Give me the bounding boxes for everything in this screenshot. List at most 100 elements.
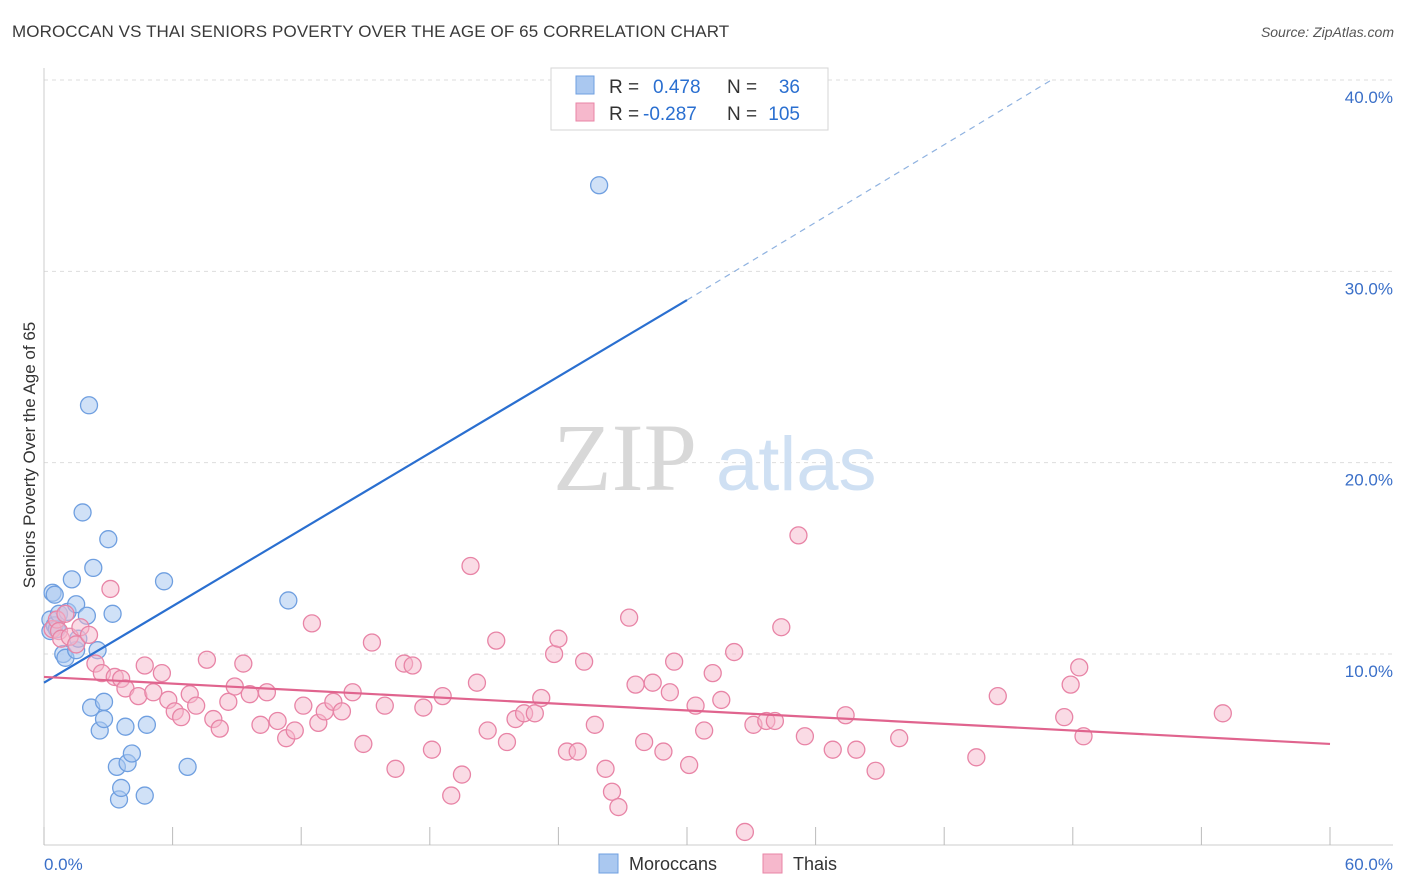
trend-line-moroccans-extension (686, 79, 1052, 301)
trend-lines (43, 79, 1331, 746)
point-thais (967, 748, 986, 767)
y-tick-label: 30.0% (1345, 279, 1393, 298)
point-thais (433, 686, 452, 706)
point-thais (866, 761, 885, 780)
point-thais (694, 721, 714, 740)
bottom-legend-thais: Thais (793, 854, 837, 874)
point-thais (332, 702, 352, 721)
point-thais (619, 608, 639, 627)
point-thais (354, 734, 373, 754)
trend-line-thais (43, 675, 1331, 746)
point-thais (362, 633, 382, 652)
legend-r-label-2: R = (609, 104, 639, 125)
point-thais (679, 755, 699, 775)
watermark-atlas: atlas (716, 422, 877, 507)
y-tick-labels: 10.0% 20.0% 30.0% 40.0% (1345, 88, 1393, 681)
point-thais (56, 604, 75, 623)
point-thais (144, 683, 163, 702)
point-thais (210, 719, 229, 738)
point-thais (302, 614, 322, 633)
stats-legend: R = 0.478 N = 36 R = -0.287 N = 105 (550, 67, 829, 131)
point-thais (765, 711, 785, 731)
point-moroccans (112, 778, 131, 798)
point-thais (772, 618, 791, 637)
point-thais (1213, 704, 1232, 723)
x-tick-label-max: 60.0% (1345, 855, 1393, 874)
point-thais (251, 715, 270, 734)
point-thais (442, 786, 461, 805)
bottom-legend-swatch-thais (762, 853, 783, 874)
legend-r-value-thais: -0.287 (643, 104, 697, 125)
point-thais (703, 663, 722, 683)
point-moroccans (178, 757, 197, 777)
point-thais (626, 675, 645, 694)
point-moroccans (589, 176, 609, 195)
series-legend: Moroccans Thais (598, 853, 837, 874)
point-thais (988, 686, 1007, 706)
series-thais (43, 526, 1232, 842)
point-thais (497, 732, 517, 752)
point-moroccans (122, 744, 142, 763)
legend-n-label-2: N = (727, 104, 757, 125)
point-thais (664, 652, 684, 671)
point-thais (890, 729, 909, 748)
point-moroccans (103, 604, 122, 623)
point-thais (609, 797, 628, 817)
point-thais (847, 740, 866, 759)
point-thais (467, 673, 487, 692)
point-thais (187, 696, 206, 715)
legend-swatch-moroccans (575, 75, 595, 95)
point-thais (234, 654, 253, 673)
legend-n-value-moroccans: 36 (779, 77, 800, 98)
point-moroccans (84, 558, 103, 578)
point-thais (735, 822, 755, 842)
point-thais (197, 650, 217, 669)
point-thais (375, 696, 394, 715)
point-moroccans (137, 715, 157, 734)
watermark-zip: ZIP (553, 404, 697, 511)
chart-title: MOROCCAN VS THAI SENIORS POVERTY OVER TH… (12, 22, 730, 41)
y-axis-label: Seniors Poverty Over the Age of 65 (20, 322, 39, 588)
point-moroccans (94, 692, 114, 711)
point-moroccans (62, 570, 82, 589)
point-thais (79, 625, 99, 645)
point-thais (789, 526, 808, 545)
point-thais (634, 732, 654, 752)
point-thais (712, 690, 731, 710)
point-thais (294, 696, 313, 715)
point-thais (1055, 707, 1074, 727)
point-thais (452, 765, 472, 784)
source-label: Source: ZipAtlas.com (1260, 24, 1394, 40)
point-thais (135, 656, 154, 675)
point-moroccans (99, 530, 118, 549)
legend-swatch-thais (575, 102, 595, 122)
point-thais (285, 721, 304, 740)
point-thais (172, 707, 191, 727)
point-thais (654, 742, 673, 761)
point-thais (152, 663, 172, 683)
grid-lines (44, 79, 1393, 655)
point-thais (487, 631, 506, 650)
point-moroccans (135, 786, 154, 805)
point-thais (544, 644, 564, 664)
point-thais (386, 759, 405, 778)
axes (43, 68, 1393, 846)
point-thais (795, 727, 815, 746)
point-thais (403, 656, 422, 675)
y-tick-label: 20.0% (1345, 471, 1393, 490)
legend-r-label-1: R = (609, 77, 639, 98)
point-thais (574, 652, 594, 671)
point-moroccans (116, 717, 135, 736)
legend-n-value-thais: 105 (768, 104, 800, 125)
legend-n-label-1: N = (727, 77, 757, 98)
point-thais (660, 683, 680, 702)
point-thais (268, 711, 287, 731)
point-thais (725, 642, 744, 662)
point-moroccans (79, 396, 99, 415)
point-thais (643, 673, 662, 692)
point-thais (67, 635, 86, 654)
point-thais (823, 740, 842, 759)
point-moroccans (94, 709, 114, 729)
trend-line-moroccans (43, 299, 688, 684)
point-moroccans (73, 503, 92, 522)
